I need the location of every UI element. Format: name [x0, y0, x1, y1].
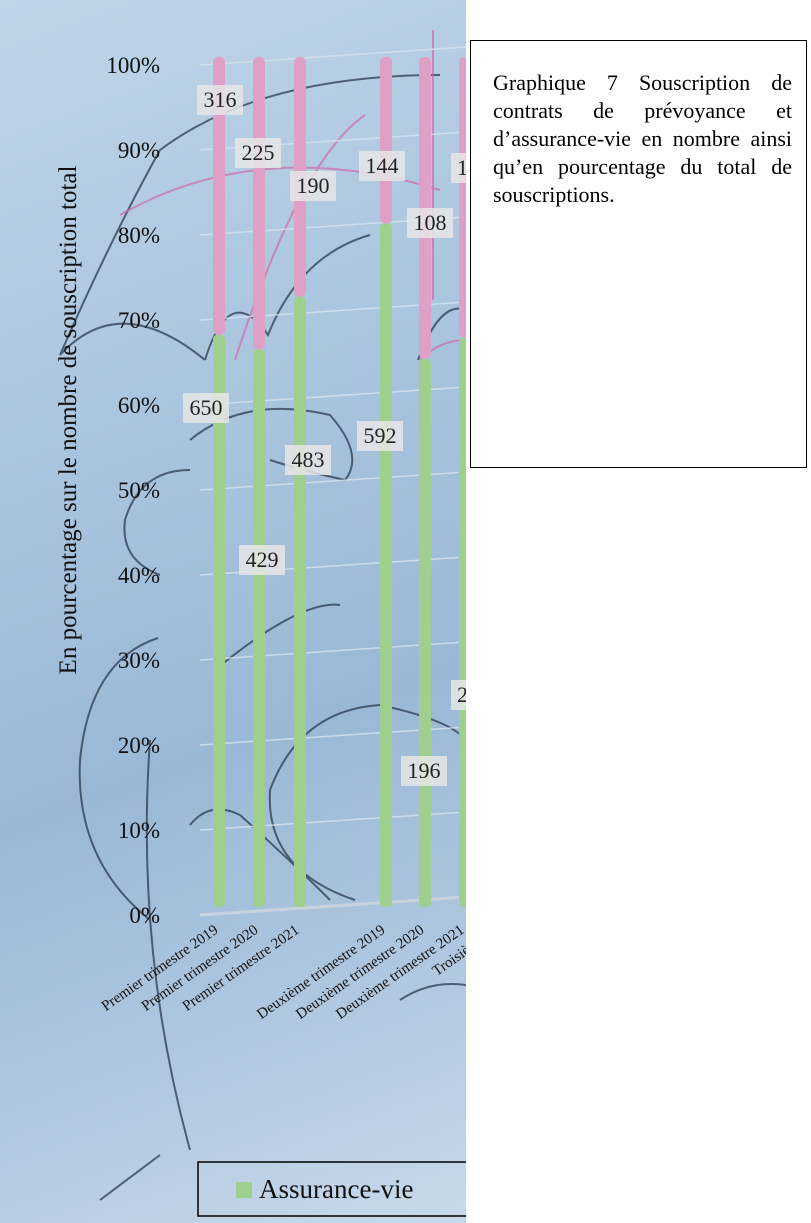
data-label: 108 [414, 210, 447, 235]
y-tick-label: 40% [118, 563, 160, 588]
data-label: 316 [204, 87, 237, 112]
bar-segment-assurance-vie [380, 223, 392, 908]
gridline [199, 46, 466, 66]
data-label: 29 [457, 682, 466, 707]
data-label: 592 [364, 423, 397, 448]
bar-segment-prevoyance [213, 57, 225, 335]
data-label-background [290, 171, 336, 201]
y-tick-label: 60% [118, 393, 160, 418]
y-tick-label: 80% [118, 223, 160, 248]
y-tick-label: 10% [118, 818, 160, 843]
legend-swatch-assurance-vie [236, 1182, 252, 1198]
bar-segment-prevoyance [459, 57, 466, 338]
data-label-background [359, 151, 405, 181]
legend: Assurance-vie [197, 1161, 466, 1217]
y-tick-label: 0% [129, 903, 160, 928]
data-label-background [239, 545, 285, 575]
data-label-background [183, 393, 229, 423]
data-label: 429 [246, 547, 279, 572]
data-label: 650 [190, 395, 223, 420]
legend-box [197, 1161, 466, 1217]
y-tick-label: 20% [118, 733, 160, 758]
caption-box: Graphique 7 Souscription de contrats de … [470, 40, 807, 468]
y-axis-ticks: 0% 10% 20% 30% 40% 50% 60% 70% 80% 90% 100% [106, 53, 160, 928]
data-label: 196 [408, 758, 441, 783]
y-tick-label: 30% [118, 648, 160, 673]
data-label-background [407, 208, 453, 238]
figure-caption: Graphique 7 Souscription de contrats de … [493, 70, 792, 207]
chart-panel: 0% 10% 20% 30% 40% 50% 60% 70% 80% 90% 100% 650 429… [0, 0, 466, 1223]
legend-label-assurance-vie: Assurance-vie [259, 1174, 413, 1204]
bar-segment-prevoyance [419, 57, 431, 359]
data-label-background [285, 445, 331, 475]
data-label-background [401, 756, 447, 786]
data-label: 225 [242, 140, 275, 165]
data-label-background [235, 138, 281, 168]
data-label-background [451, 680, 466, 710]
data-label: 190 [297, 173, 330, 198]
data-labels: 650 429 483 592 196 29 316 225 190 144 108 14 [183, 85, 466, 786]
bar-segment-prevoyance [253, 57, 265, 350]
y-tick-label: 100% [106, 53, 160, 78]
data-label-background [357, 421, 403, 451]
y-tick-label: 70% [118, 308, 160, 333]
y-axis-title: En pourcentage sur le nombre de souscrip… [55, 166, 82, 675]
data-label-background [197, 85, 243, 115]
data-label-background [451, 153, 466, 183]
y-tick-label: 50% [118, 478, 160, 503]
bar-segment-prevoyance [380, 57, 392, 224]
bar-segment-assurance-vie [294, 296, 306, 907]
data-label: 14 [457, 155, 466, 180]
bar-segment-assurance-vie [213, 334, 225, 907]
data-label: 483 [292, 447, 325, 472]
bar-segment-assurance-vie [253, 349, 265, 907]
bar-segment-assurance-vie [459, 337, 466, 907]
stacked-percent-bar-chart: 0% 10% 20% 30% 40% 50% 60% 70% 80% 90% 100% 650 429… [55, 30, 466, 1217]
y-tick-label: 90% [118, 138, 160, 163]
bar-segment-assurance-vie [419, 358, 431, 907]
data-label: 144 [366, 153, 399, 178]
